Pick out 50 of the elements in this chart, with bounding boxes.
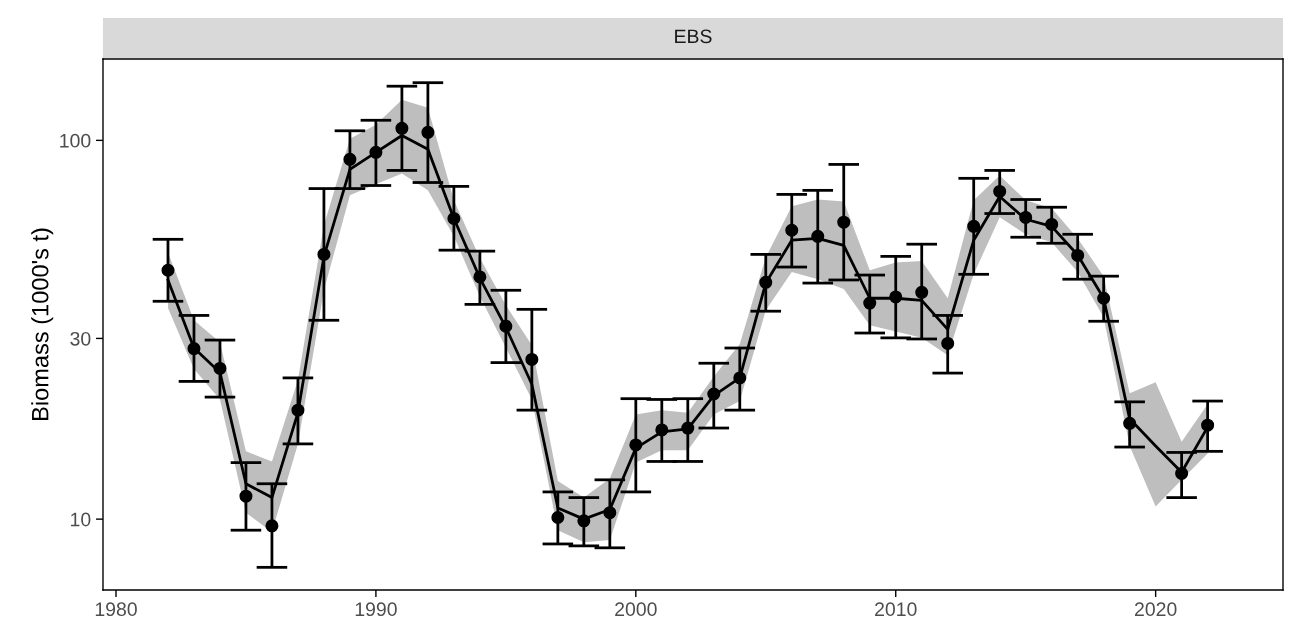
point (421, 125, 435, 139)
point (993, 184, 1007, 198)
point (1175, 466, 1189, 480)
point (187, 342, 201, 356)
point (811, 229, 825, 243)
point (863, 296, 877, 310)
point (1123, 416, 1137, 430)
point (577, 514, 591, 528)
point (343, 152, 357, 166)
chart-title: EBS (675, 29, 712, 44)
point (291, 403, 305, 417)
point (395, 121, 409, 135)
point (655, 423, 669, 437)
point (1019, 210, 1033, 224)
y-axis-title: Biomass (1000's t) (31, 228, 54, 420)
point (1071, 248, 1085, 262)
point (759, 275, 773, 289)
point (915, 285, 929, 299)
x-tick-label: 2020 (1135, 602, 1177, 617)
point (681, 421, 695, 435)
point (317, 247, 331, 261)
point (213, 361, 227, 375)
point (785, 223, 799, 237)
x-tick-label: 1980 (95, 602, 137, 617)
point (941, 336, 955, 350)
point (707, 387, 721, 401)
point (447, 211, 461, 225)
point (837, 215, 851, 229)
y-tick-label: 100 (60, 133, 91, 148)
point (1097, 291, 1111, 305)
point (1045, 217, 1059, 231)
point (967, 219, 981, 233)
point (473, 270, 487, 284)
point (525, 352, 539, 366)
point (603, 506, 617, 520)
point (369, 145, 383, 159)
point (629, 438, 643, 452)
x-tick-label: 2000 (615, 602, 657, 617)
point (551, 510, 565, 525)
y-tick-label: 10 (71, 512, 91, 527)
x-tick-label: 1990 (355, 602, 397, 617)
point (265, 519, 279, 533)
point (733, 371, 747, 385)
y-tick-label: 30 (70, 331, 91, 346)
point (161, 263, 175, 277)
point (889, 290, 903, 304)
point (1201, 418, 1215, 432)
x-tick-label: 2010 (875, 602, 917, 617)
point (239, 489, 253, 503)
point (499, 319, 513, 333)
